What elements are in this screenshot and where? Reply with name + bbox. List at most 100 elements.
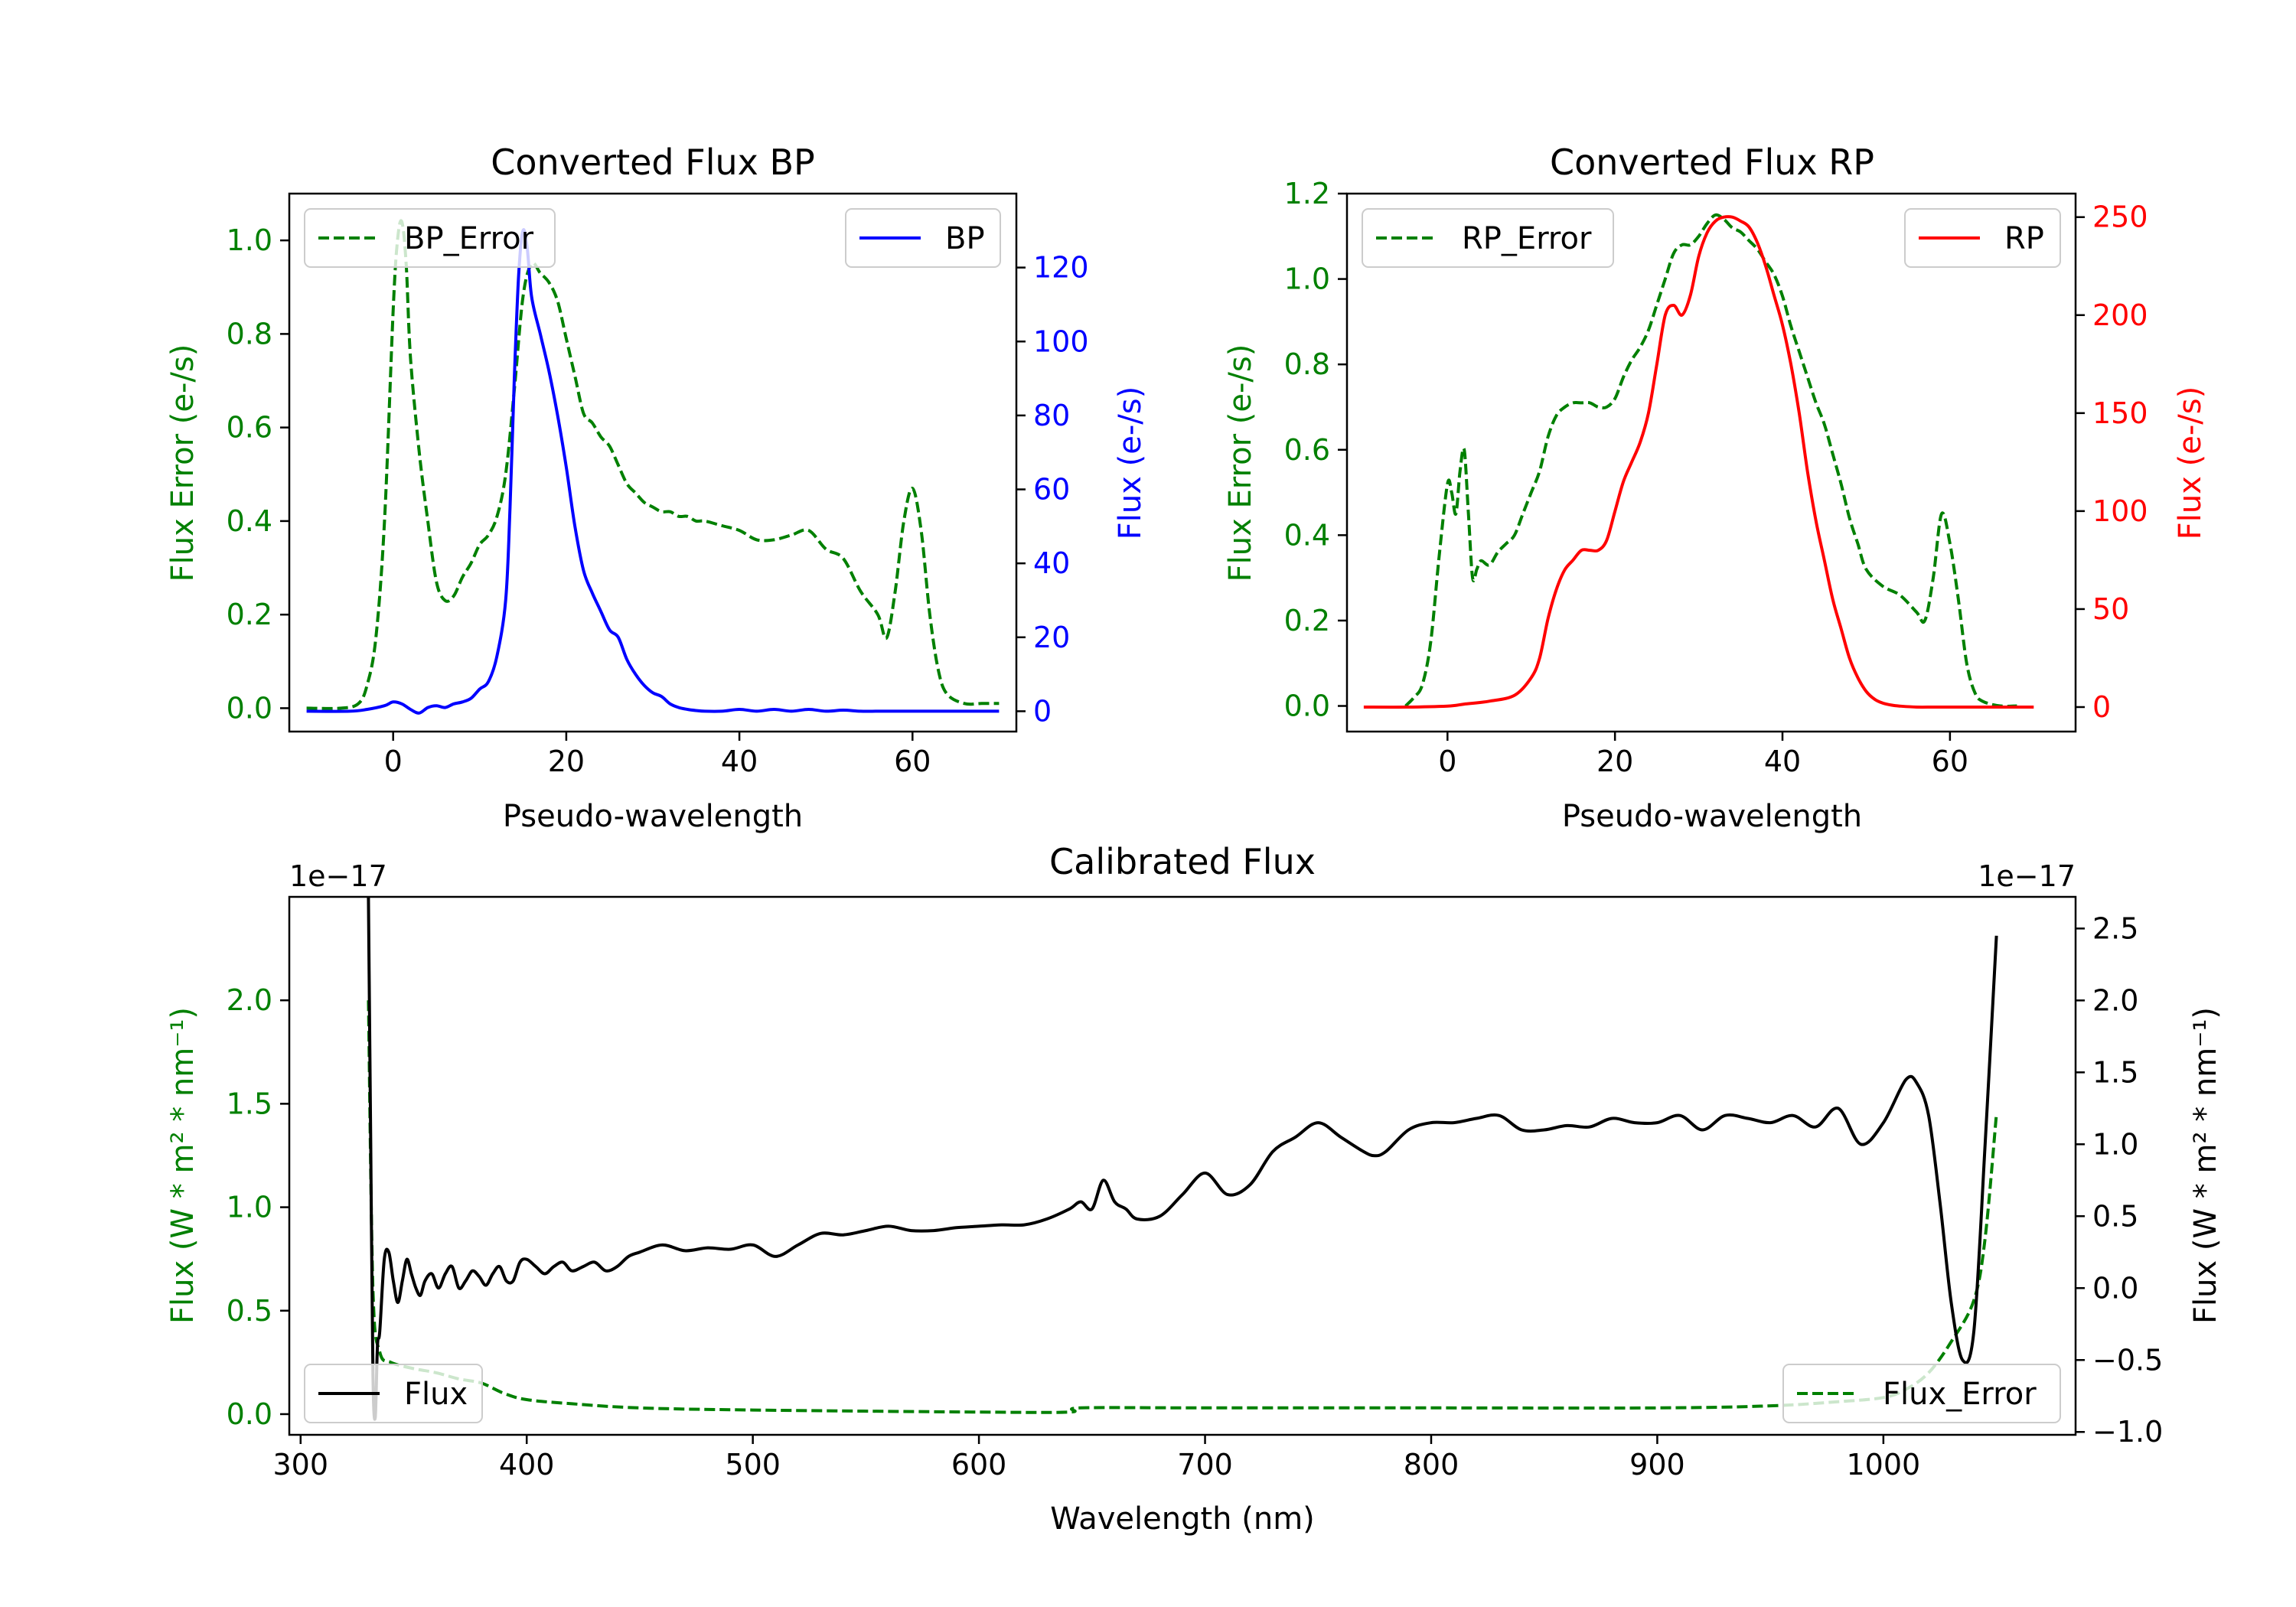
calibrated-title: Calibrated Flux: [1049, 841, 1316, 882]
x-tick-label: 40: [1764, 745, 1801, 778]
x-tick-label: 1000: [1847, 1448, 1921, 1482]
calibrated-offset-left: 1e−17: [289, 859, 387, 893]
rp-axes-frame: [1345, 192, 2077, 733]
bp-x-ticks: 0 20 40 60: [384, 732, 931, 778]
y-left-tick-label: 0.0: [227, 691, 272, 725]
calibrated-legend-error: Flux_Error: [1782, 1364, 2061, 1423]
x-tick-label: 20: [548, 745, 585, 778]
x-tick-label: 700: [1177, 1448, 1233, 1482]
bp-axes-frame: [288, 192, 1018, 733]
y-left-tick-label: 0.2: [227, 598, 272, 631]
y-right-tick-label: 0.5: [2092, 1199, 2138, 1233]
y-left-tick-label: 2.0: [227, 983, 272, 1017]
rp-y-right-ticks: 0 50 100 150 200 250: [2076, 200, 2148, 724]
rp-x-label: Pseudo-wavelength: [1562, 799, 1862, 834]
y-right-tick-label: 50: [2092, 592, 2129, 626]
calibrated-legend-flux: Flux: [304, 1364, 483, 1423]
x-tick-label: 300: [273, 1448, 329, 1482]
y-left-tick-label: 0.0: [1284, 689, 1330, 723]
x-tick-label: 600: [951, 1448, 1007, 1482]
y-right-tick-label: 0.0: [2092, 1271, 2138, 1305]
bp-panel: Converted Flux BP 0 20 40 60 0.00.20.40.60.…: [165, 142, 1148, 834]
calibrated-legend-error-text: Flux_Error: [1883, 1377, 2037, 1412]
x-tick-label: 40: [721, 745, 758, 778]
y-right-tick-label: 80: [1033, 399, 1070, 432]
y-right-tick-label: 1.5: [2092, 1055, 2138, 1089]
y-right-tick-label: 100: [2092, 494, 2148, 528]
x-tick-label: 60: [1932, 745, 1968, 778]
rp-legend-error: RP_Error: [1362, 208, 1614, 268]
calibrated-y-left-ticks: 0.0 0.5 1.0 1.5 2.0: [227, 983, 289, 1431]
calibrated-flux-line: [367, 896, 1998, 1421]
y-left-tick-label: 0.4: [227, 504, 272, 538]
rp-legend-flux: RP: [1904, 208, 2061, 268]
x-tick-label: 900: [1629, 1448, 1685, 1482]
calibrated-axes-frame: [288, 895, 2077, 1436]
bp-legend-flux-text: BP: [945, 221, 985, 256]
y-right-tick-label: 120: [1033, 251, 1089, 285]
calibrated-y-right-ticks: −1.0 −0.5 0.0 0.5 1.0 1.5 2.0 2.5: [2076, 911, 2163, 1449]
y-right-tick-label: 250: [2092, 200, 2148, 234]
y-right-tick-label: 100: [1033, 324, 1089, 358]
y-right-tick-label: 200: [2092, 298, 2148, 332]
y-left-tick-label: 0.8: [1284, 347, 1330, 381]
y-right-tick-label: 0: [2092, 690, 2111, 724]
rp-legend-flux-text: RP: [2004, 221, 2044, 256]
bp-y-right-ticks: 0 20 40 60 80 100 120: [1016, 251, 1089, 728]
bp-y-left-label: Flux Error (e-/s): [165, 344, 201, 582]
bp-legend-error: BP_Error: [304, 208, 556, 268]
y-left-tick-label: 0.6: [1284, 433, 1330, 467]
x-tick-label: 500: [725, 1448, 781, 1482]
calibrated-panel: Calibrated Flux 1e−17 1e−17 300 400 500 600…: [165, 841, 2223, 1537]
rp-legend-error-text: RP_Error: [1462, 221, 1592, 256]
y-right-tick-label: 60: [1033, 473, 1070, 507]
bp-flux-line: [306, 228, 1000, 715]
rp-x-ticks: 0 20 40 60: [1438, 732, 1968, 778]
y-left-tick-label: 0.6: [227, 411, 272, 445]
bp-error-line: [306, 219, 1000, 710]
calibrated-x-label: Wavelength (nm): [1050, 1501, 1315, 1537]
rp-error-line: [1404, 213, 2017, 708]
rp-y-left-ticks: 0.0 0.2 0.4 0.6 0.8 1.0 1.2: [1284, 177, 1347, 723]
x-tick-label: 400: [499, 1448, 555, 1482]
calibrated-legend-flux-text: Flux: [404, 1377, 468, 1412]
bp-x-label: Pseudo-wavelength: [503, 799, 803, 834]
bp-legend-error-text: BP_Error: [404, 221, 534, 256]
y-right-tick-label: −0.5: [2092, 1343, 2163, 1377]
y-left-tick-label: 0.2: [1284, 604, 1330, 637]
y-left-tick-label: 1.2: [1284, 177, 1330, 210]
rp-panel: Converted Flux RP 0 20 40 60 0.00.20.40.60.…: [1223, 142, 2208, 834]
calibrated-x-ticks: 300 400 500 600 700 800 900 1000: [273, 1435, 1921, 1482]
calibrated-offset-right: 1e−17: [1978, 859, 2076, 893]
y-right-tick-label: 150: [2092, 396, 2148, 430]
y-left-tick-label: 1.0: [227, 1191, 272, 1224]
y-right-tick-label: 2.0: [2092, 983, 2138, 1017]
y-left-tick-label: 1.0: [1284, 262, 1330, 296]
y-left-tick-label: 1.5: [227, 1087, 272, 1120]
bp-title: Converted Flux BP: [491, 142, 815, 183]
y-right-tick-label: 2.5: [2092, 911, 2138, 945]
calibrated-y-right-label: Flux (W * m² * nm⁻¹): [2188, 1007, 2223, 1324]
rp-y-right-label: Flux (e-/s): [2173, 386, 2208, 539]
y-right-tick-label: −1.0: [2092, 1415, 2163, 1449]
calibrated-y-left-label: Flux (W * m² * nm⁻¹): [165, 1007, 201, 1324]
rp-flux-line: [1363, 215, 2034, 709]
y-left-tick-label: 0.5: [227, 1294, 272, 1328]
bp-legend-flux: BP: [845, 208, 1001, 268]
x-tick-label: 0: [384, 745, 403, 778]
y-left-tick-label: 0.4: [1284, 518, 1330, 552]
x-tick-label: 800: [1404, 1448, 1459, 1482]
x-tick-label: 60: [894, 745, 931, 778]
x-tick-label: 20: [1596, 745, 1633, 778]
bp-y-left-ticks: 0.0 0.2 0.4 0.6 0.8 1.0: [227, 223, 289, 725]
rp-title: Converted Flux RP: [1550, 142, 1874, 183]
bp-y-right-label: Flux (e-/s): [1113, 386, 1148, 539]
y-right-tick-label: 0: [1033, 694, 1052, 728]
y-right-tick-label: 20: [1033, 621, 1070, 654]
y-right-tick-label: 1.0: [2092, 1127, 2138, 1161]
rp-y-left-label: Flux Error (e-/s): [1223, 344, 1258, 582]
y-left-tick-label: 0.0: [227, 1397, 272, 1431]
x-tick-label: 0: [1438, 745, 1456, 778]
y-right-tick-label: 40: [1033, 546, 1070, 580]
y-left-tick-label: 1.0: [227, 223, 272, 257]
